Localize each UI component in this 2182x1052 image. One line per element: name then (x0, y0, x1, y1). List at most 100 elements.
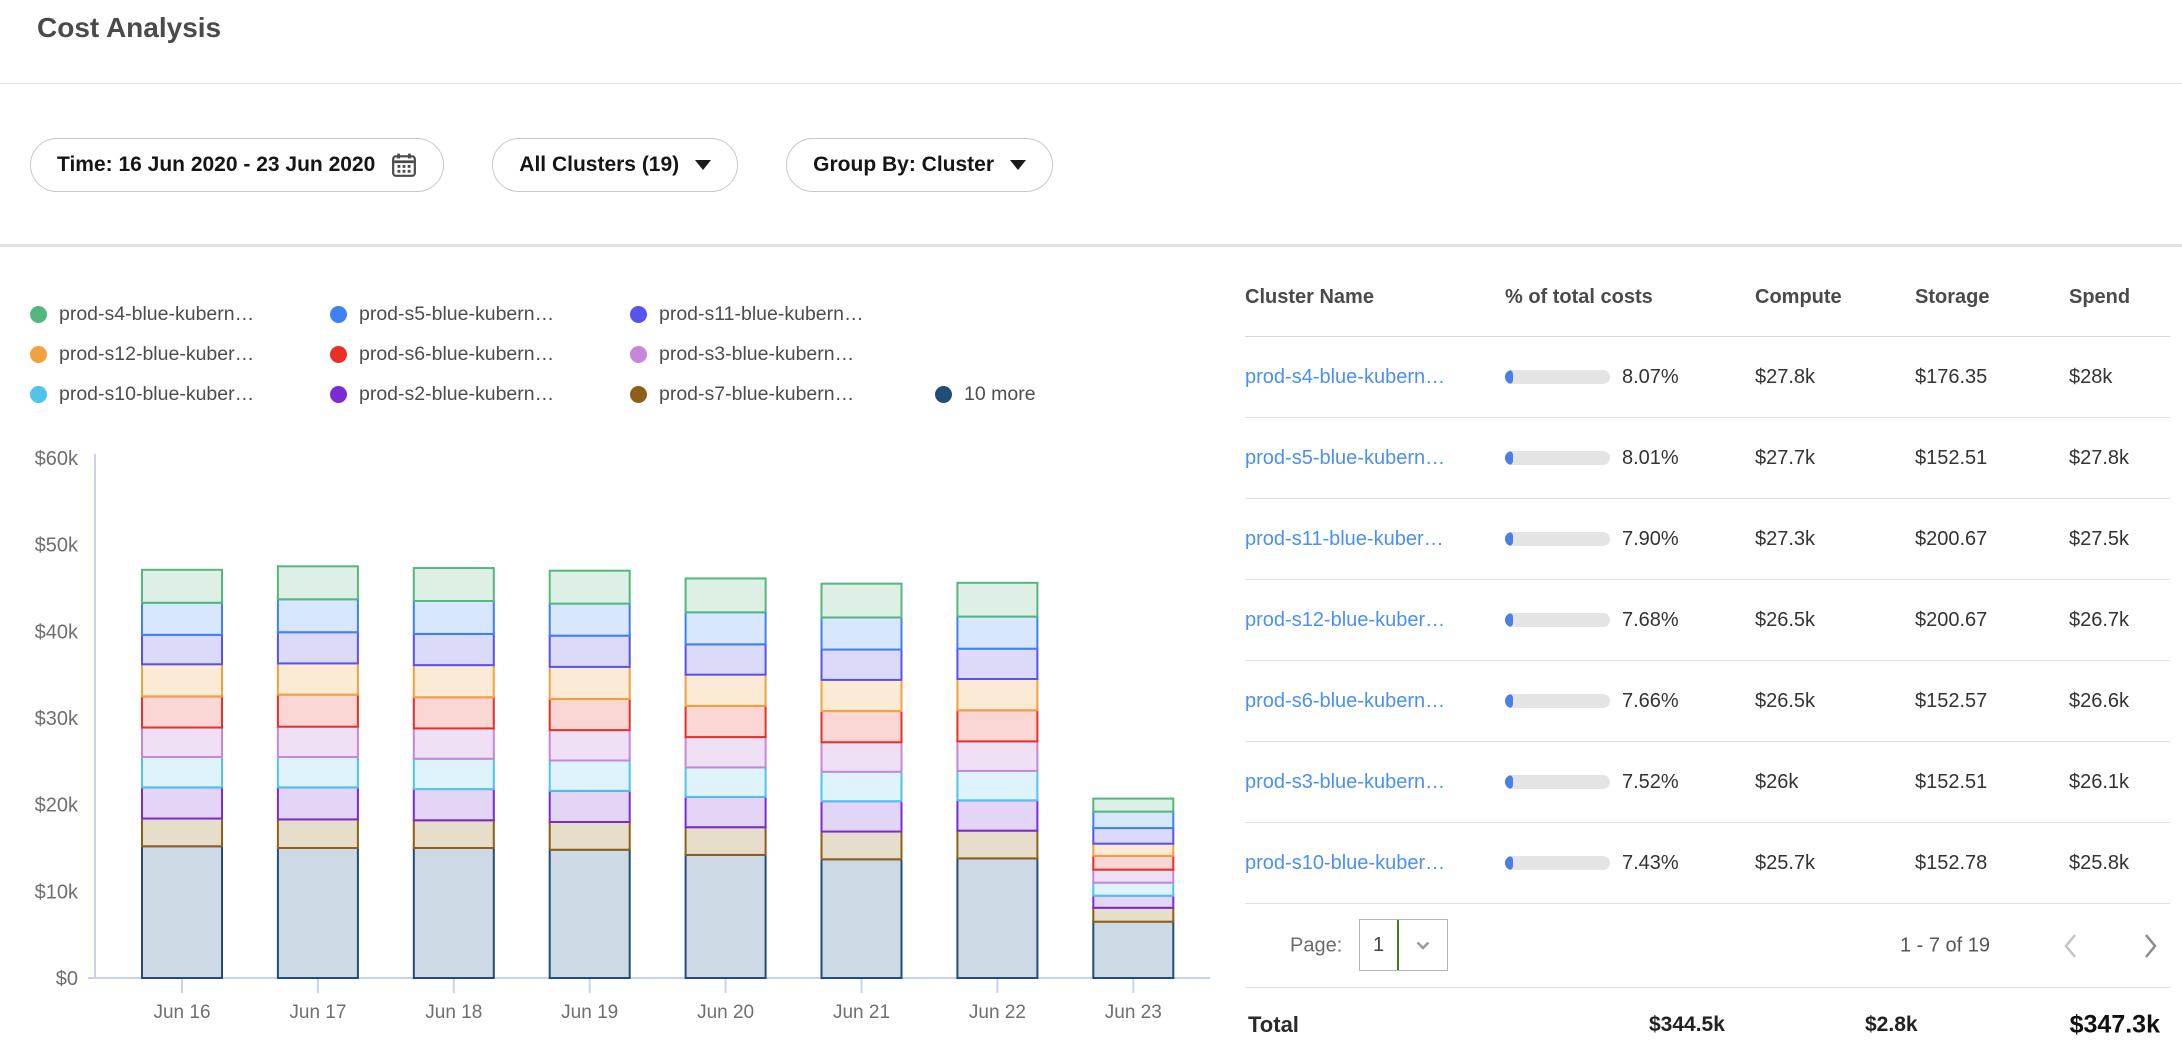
bar-segment[interactable] (1092, 810, 1175, 830)
bar-segment[interactable] (548, 697, 631, 732)
cluster-link[interactable]: prod-s11-blue-kuber… (1245, 527, 1444, 550)
bar-segment[interactable] (548, 848, 631, 979)
bar-segment[interactable] (1092, 827, 1175, 845)
bar-segment[interactable] (141, 663, 223, 698)
bar-segment[interactable] (276, 598, 359, 634)
time-range-filter[interactable]: Time: 16 Jun 2020 - 23 Jun 2020 (30, 138, 445, 192)
bar-segment[interactable] (141, 726, 223, 758)
bar-segment[interactable] (1092, 881, 1175, 897)
bar-segment[interactable] (956, 857, 1039, 979)
bar-segment[interactable] (820, 741, 903, 773)
bar-segment[interactable] (412, 819, 495, 849)
bar-segment[interactable] (412, 847, 495, 979)
bar-segment[interactable] (820, 770, 903, 803)
bar-segment[interactable] (820, 830, 903, 861)
bar-segment[interactable] (684, 673, 767, 707)
bar-segment[interactable] (412, 788, 495, 822)
previous-page-icon[interactable] (2055, 931, 2085, 961)
bar-segment[interactable] (684, 611, 767, 646)
bar-segment[interactable] (548, 759, 631, 792)
storage-value: $152.57 (1915, 689, 1988, 712)
bar-segment[interactable] (412, 600, 495, 635)
bar-segment[interactable] (684, 853, 767, 979)
bar-segment[interactable] (956, 829, 1039, 860)
clusters-filter[interactable]: All Clusters (19) (492, 138, 739, 192)
bar-segment[interactable] (141, 817, 223, 848)
bar-segment[interactable] (412, 567, 495, 602)
cluster-link[interactable]: prod-s12-blue-kuber… (1245, 608, 1446, 631)
cluster-link[interactable]: prod-s3-blue-kubern… (1245, 770, 1446, 793)
bar-segment[interactable] (684, 643, 767, 676)
bar-segment[interactable] (412, 757, 495, 791)
bar-segment[interactable] (548, 665, 631, 700)
bar-segment[interactable] (1092, 797, 1175, 813)
bar-segment[interactable] (276, 631, 359, 665)
bar-segment[interactable] (820, 648, 903, 681)
bar-segment[interactable] (276, 693, 359, 728)
bar-segment[interactable] (412, 632, 495, 667)
bar-segment[interactable] (276, 725, 359, 758)
bar-segment[interactable] (548, 821, 631, 851)
bar-segment[interactable] (548, 729, 631, 762)
page-select[interactable]: 1 (1359, 919, 1448, 971)
cluster-link[interactable]: prod-s10-blue-kuber… (1245, 851, 1446, 874)
bar-segment[interactable] (412, 696, 495, 730)
bar-segment[interactable] (684, 577, 767, 614)
bar-segment[interactable] (684, 795, 767, 829)
bar-segment[interactable] (276, 662, 359, 696)
next-page-icon[interactable] (2135, 931, 2165, 961)
bar-segment[interactable] (956, 678, 1039, 712)
bar-segment[interactable] (141, 601, 223, 636)
cluster-link[interactable]: prod-s6-blue-kubern… (1245, 689, 1446, 712)
bar-segment[interactable] (956, 799, 1039, 832)
bar-segment[interactable] (276, 818, 359, 849)
bar-segment[interactable] (956, 740, 1039, 772)
legend-dot-icon (330, 305, 347, 323)
bar-segment[interactable] (820, 800, 903, 833)
bar-segment[interactable] (141, 756, 223, 789)
bar-segment[interactable] (820, 858, 903, 979)
bar-segment[interactable] (956, 615, 1039, 650)
bar-segment[interactable] (548, 634, 631, 668)
bar-segment[interactable] (956, 647, 1039, 681)
bar-segment[interactable] (1092, 906, 1175, 923)
bar-segment[interactable] (141, 845, 223, 979)
bar-segment[interactable] (1092, 842, 1175, 857)
bar-segment[interactable] (820, 582, 903, 619)
cluster-link[interactable]: prod-s4-blue-kubern… (1245, 365, 1446, 388)
cluster-link[interactable]: prod-s5-blue-kubern… (1245, 446, 1446, 469)
y-axis-tick-label: $50k (35, 535, 79, 557)
bar-segment[interactable] (548, 569, 631, 605)
bar-segment[interactable] (412, 664, 495, 699)
bar-segment[interactable] (1092, 894, 1175, 909)
bar-segment[interactable] (1092, 920, 1175, 979)
bar-segment[interactable] (412, 727, 495, 760)
bar-segment[interactable] (956, 581, 1039, 618)
bar-segment[interactable] (684, 826, 767, 856)
bar-segment[interactable] (141, 786, 223, 820)
bar-segment[interactable] (820, 710, 903, 744)
bar-segment[interactable] (548, 602, 631, 637)
bar-segment[interactable] (956, 709, 1039, 743)
bar-segment[interactable] (276, 565, 359, 601)
calendar-icon (391, 152, 417, 178)
bar-segment[interactable] (820, 616, 903, 651)
bar-segment[interactable] (276, 847, 359, 979)
bar-segment[interactable] (141, 695, 223, 729)
bar-segment[interactable] (276, 786, 359, 821)
y-axis-tick-label: $0 (56, 968, 78, 990)
bar-segment[interactable] (276, 756, 359, 789)
stacked-bar-chart[interactable]: $0 $10k $20k $30k $40k $50k $60k Jun 16 Jun 17 Ju… (0, 440, 1240, 1052)
bar-segment[interactable] (141, 633, 223, 666)
bar-segment[interactable] (548, 789, 631, 823)
bar-segment[interactable] (820, 678, 903, 713)
group-by-filter[interactable]: Group By: Cluster (786, 138, 1054, 192)
bar-segment[interactable] (684, 766, 767, 798)
bar-segment[interactable] (684, 736, 767, 769)
bar-segment[interactable] (956, 769, 1039, 802)
bar-segment[interactable] (1092, 854, 1175, 871)
bar-segment[interactable] (141, 568, 223, 604)
total-storage: $2.8k (1865, 1012, 1918, 1036)
bar-segment[interactable] (684, 704, 767, 739)
bar-segment[interactable] (1092, 868, 1175, 884)
